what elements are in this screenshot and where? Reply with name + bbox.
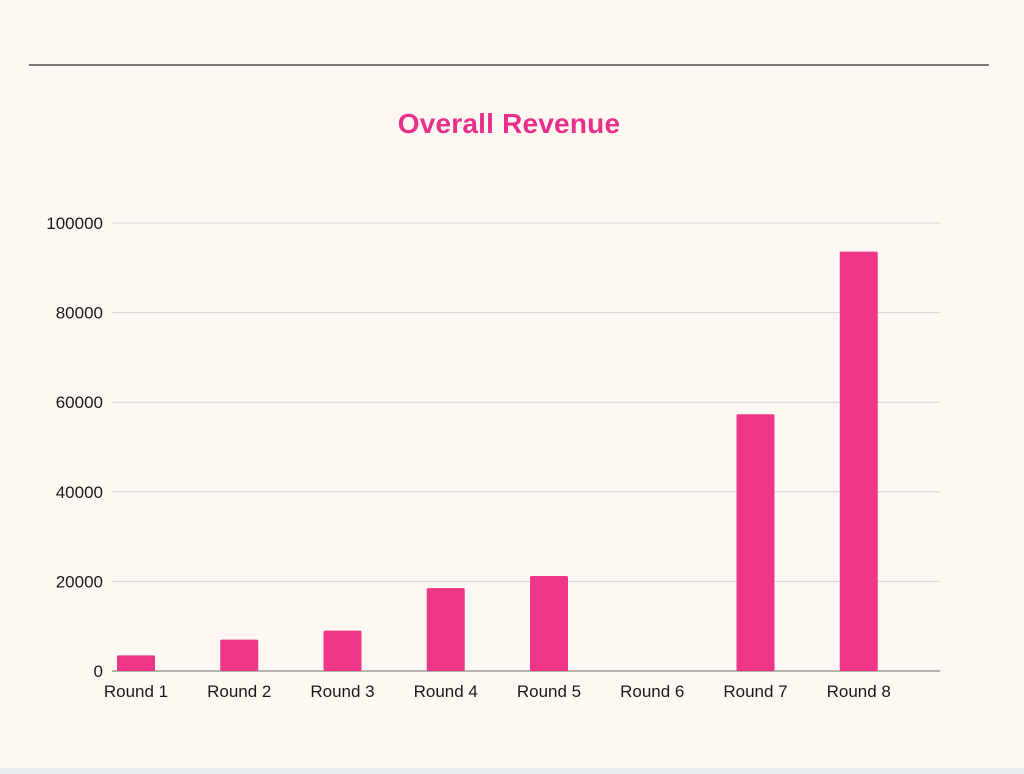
bar-round-2 (220, 639, 259, 671)
y-tick-label: 60000 (56, 393, 103, 412)
bars (117, 251, 878, 671)
y-tick-label: 100000 (46, 214, 103, 233)
bar-round-4 (426, 588, 465, 671)
x-tick-label: Round 3 (310, 682, 374, 701)
gridlines (112, 222, 940, 672)
x-tick-label: Round 1 (104, 682, 168, 701)
x-tick-label: Round 2 (207, 682, 271, 701)
x-axis-ticks: Round 1 Round 2 Round 3 Round 4 Round 5 Round… (104, 682, 891, 701)
x-tick-label: Round 4 (414, 682, 478, 701)
bar-round-1 (117, 655, 155, 671)
y-tick-label: 40000 (56, 483, 103, 502)
x-tick-label: Round 8 (827, 682, 891, 701)
bar-round-8 (839, 251, 878, 671)
bar-round-5 (530, 576, 568, 671)
x-tick-label: Round 7 (723, 682, 787, 701)
chart-title: Overall Revenue (397, 108, 621, 139)
y-tick-label: 20000 (56, 572, 103, 591)
bar-round-7 (736, 414, 775, 671)
y-axis-ticks: 0 20000 40000 60000 80000 100000 (46, 214, 103, 681)
bar-round-3 (323, 630, 362, 671)
y-tick-label: 80000 (56, 304, 103, 323)
x-tick-label: Round 5 (517, 682, 581, 701)
top-divider (29, 64, 989, 66)
x-tick-label: Round 6 (620, 682, 684, 701)
y-tick-label: 0 (94, 662, 103, 681)
bottom-strip (0, 768, 1024, 774)
